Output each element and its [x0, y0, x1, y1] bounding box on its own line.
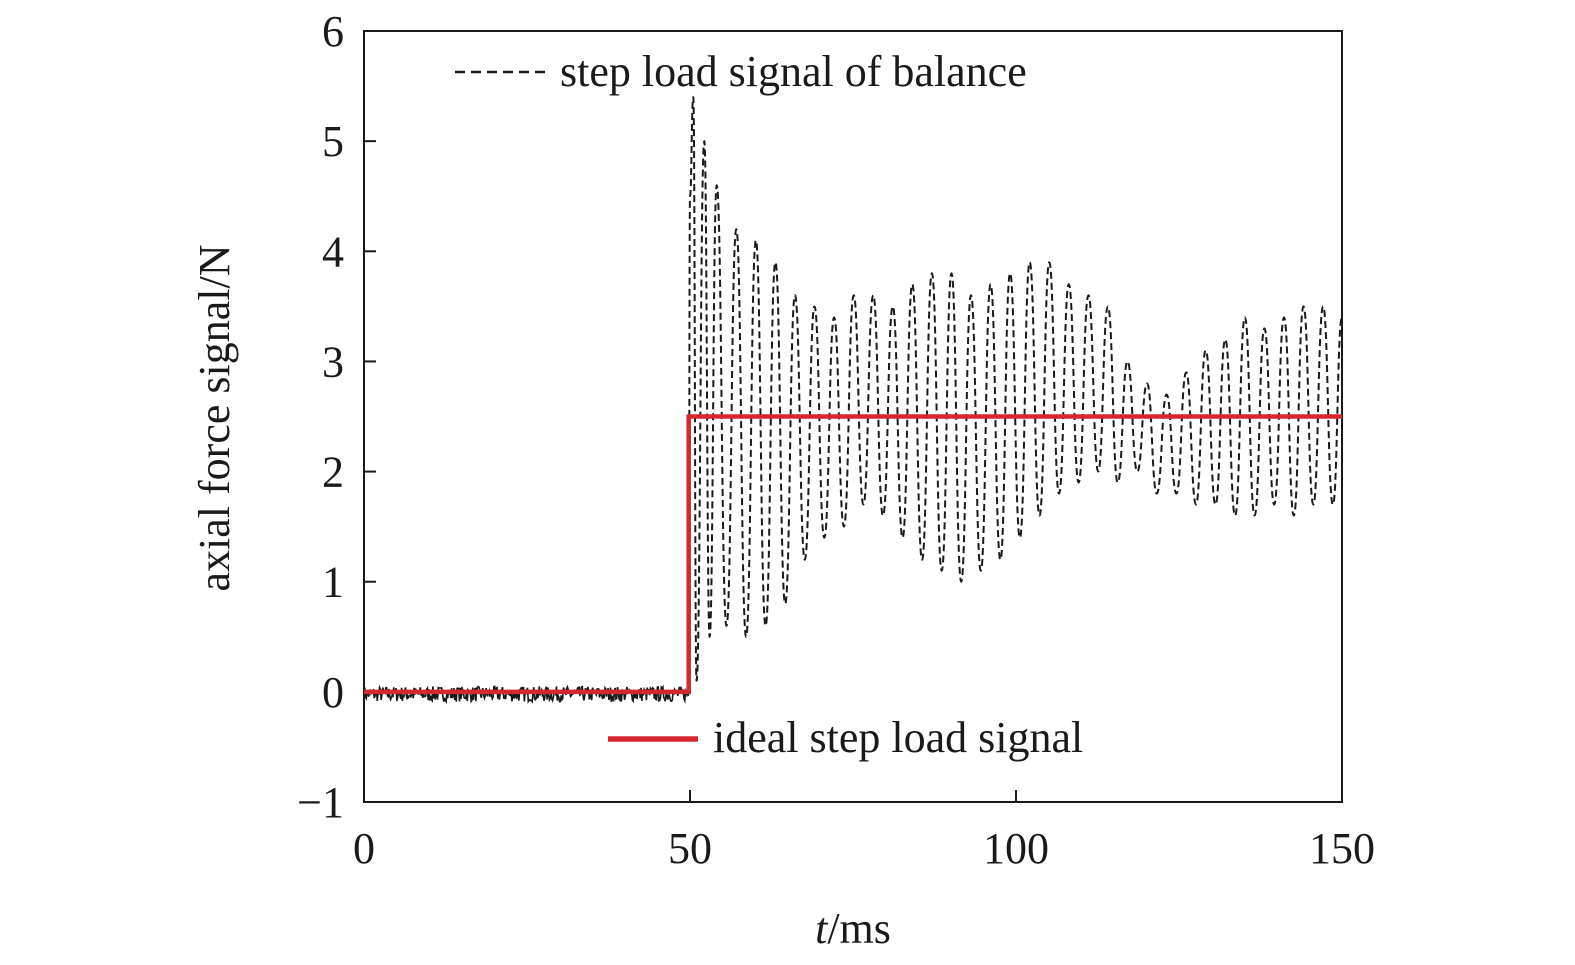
- x-axis-title: t/ms: [815, 904, 891, 953]
- legend-label-ideal: ideal step load signal: [713, 713, 1083, 762]
- y-tick-label: 2: [322, 448, 344, 497]
- x-tick-label: 150: [1309, 824, 1375, 873]
- x-ticks: 0 50 100 150: [353, 790, 1375, 873]
- y-tick-label: −1: [297, 778, 344, 827]
- series-layer: [363, 96, 1343, 705]
- x-tick-label: 100: [983, 824, 1049, 873]
- y-tick-label: 6: [322, 7, 344, 56]
- y-axis-title: axial force signal/N: [190, 245, 239, 592]
- x-tick-label: 0: [353, 824, 375, 873]
- y-ticks: −1 0 1 2 3 4 5 6: [297, 7, 376, 827]
- y-tick-label: 3: [322, 337, 344, 386]
- x-tick-label: 50: [668, 824, 712, 873]
- legend-label-balance: step load signal of balance: [560, 47, 1027, 96]
- y-tick-label: 1: [322, 558, 344, 607]
- y-tick-label: 5: [322, 117, 344, 166]
- y-tick-label: 0: [322, 668, 344, 717]
- series-balance-line: [687, 96, 1343, 693]
- series-ideal-line: [364, 414, 1342, 695]
- y-tick-label: 4: [322, 227, 344, 276]
